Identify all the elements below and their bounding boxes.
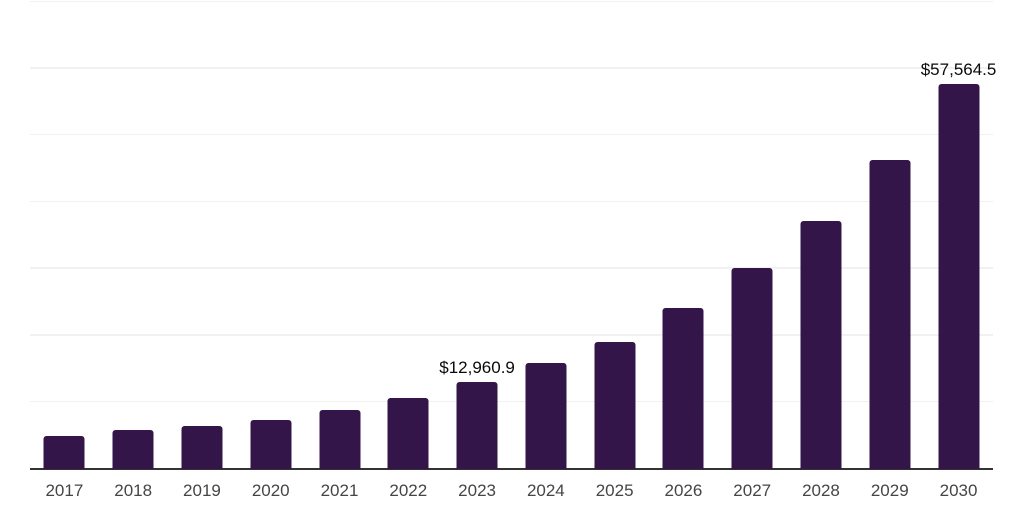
bar-2018 <box>112 429 154 469</box>
bar-series: $12,960.9 $57,564.5 <box>30 0 996 469</box>
bar-2030 <box>938 83 980 469</box>
bar-column-2022 <box>374 0 443 469</box>
x-tick-label-2018: 2018 <box>114 481 153 500</box>
bar-2029 <box>869 160 911 469</box>
bar-2019 <box>181 425 223 469</box>
bar-column-2027 <box>718 0 787 469</box>
bar-column-2030: $57,564.5 <box>921 0 996 469</box>
gridline-50000 <box>30 133 993 136</box>
x-tick-label-2027: 2027 <box>733 481 772 500</box>
data-label-2023: $12,960.9 <box>439 357 515 377</box>
x-axis-tick-labels: 2017 2018 2019 2020 2021 2022 2023 2024 2025 2026… <box>30 481 993 501</box>
x-tick-label-2019: 2019 <box>183 481 221 500</box>
bar-column-2017 <box>30 0 99 469</box>
x-tick-label-2026: 2026 <box>664 481 703 500</box>
bar-column-2026 <box>649 0 718 469</box>
bar-2024 <box>525 363 567 469</box>
bar-column-2024 <box>511 0 580 469</box>
bar-column-2025 <box>580 0 649 469</box>
x-tick-label-2017: 2017 <box>45 481 84 500</box>
gridline-10000 <box>30 400 993 403</box>
bar-column-2029 <box>855 0 924 469</box>
bar-2026 <box>662 307 704 469</box>
bar-2027 <box>731 267 773 469</box>
x-tick-label-2023: 2023 <box>458 481 496 500</box>
x-tick-label-2028: 2028 <box>802 481 840 500</box>
x-tick-label-2020: 2020 <box>251 481 290 500</box>
gridline-40000 <box>30 200 993 203</box>
x-tick-label-2025: 2025 <box>595 481 634 500</box>
bar-2020 <box>250 419 292 469</box>
gridline-70000 <box>30 0 993 2</box>
bar-2023 <box>456 381 498 469</box>
bar-column-2028 <box>787 0 856 469</box>
data-label-2030: $57,564.5 <box>920 59 997 79</box>
plot-area: $12,960.9 $57,564.5 <box>30 0 996 470</box>
bar-column-2023: $12,960.9 <box>439 0 515 469</box>
gridline-30000 <box>30 267 993 269</box>
gridline-60000 <box>30 67 993 69</box>
x-tick-label-2030: 2030 <box>939 481 978 500</box>
bar-column-2019 <box>168 0 237 469</box>
bar-2025 <box>594 341 636 469</box>
x-axis-line <box>30 468 993 470</box>
gridline-20000 <box>30 334 993 336</box>
x-tick-label-2021: 2021 <box>320 481 359 500</box>
x-tick-label-2022: 2022 <box>389 481 428 500</box>
bar-column-2021 <box>305 0 374 469</box>
bar-2022 <box>387 398 429 469</box>
x-tick-label-2024: 2024 <box>526 481 565 500</box>
bar-column-2020 <box>236 0 305 469</box>
x-tick-label-2029: 2029 <box>870 481 909 500</box>
bar-2021 <box>319 409 361 469</box>
bar-2017 <box>43 436 85 469</box>
bar-column-2018 <box>99 0 168 469</box>
bar-2028 <box>800 220 842 469</box>
